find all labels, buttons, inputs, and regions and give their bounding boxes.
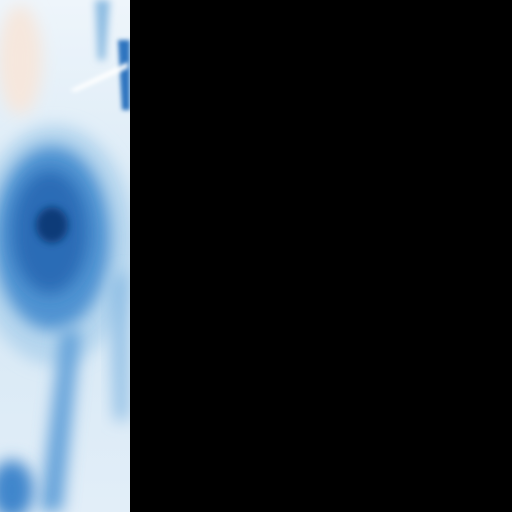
field-strip	[0, 0, 130, 512]
light-streak	[70, 62, 128, 92]
right-band	[110, 270, 128, 420]
vortex-core	[36, 207, 68, 243]
top-streak	[95, 0, 110, 60]
warm-patch	[0, 5, 42, 115]
edge-streak	[118, 40, 130, 110]
lower-band	[40, 330, 80, 512]
bottom-blob	[0, 460, 34, 512]
